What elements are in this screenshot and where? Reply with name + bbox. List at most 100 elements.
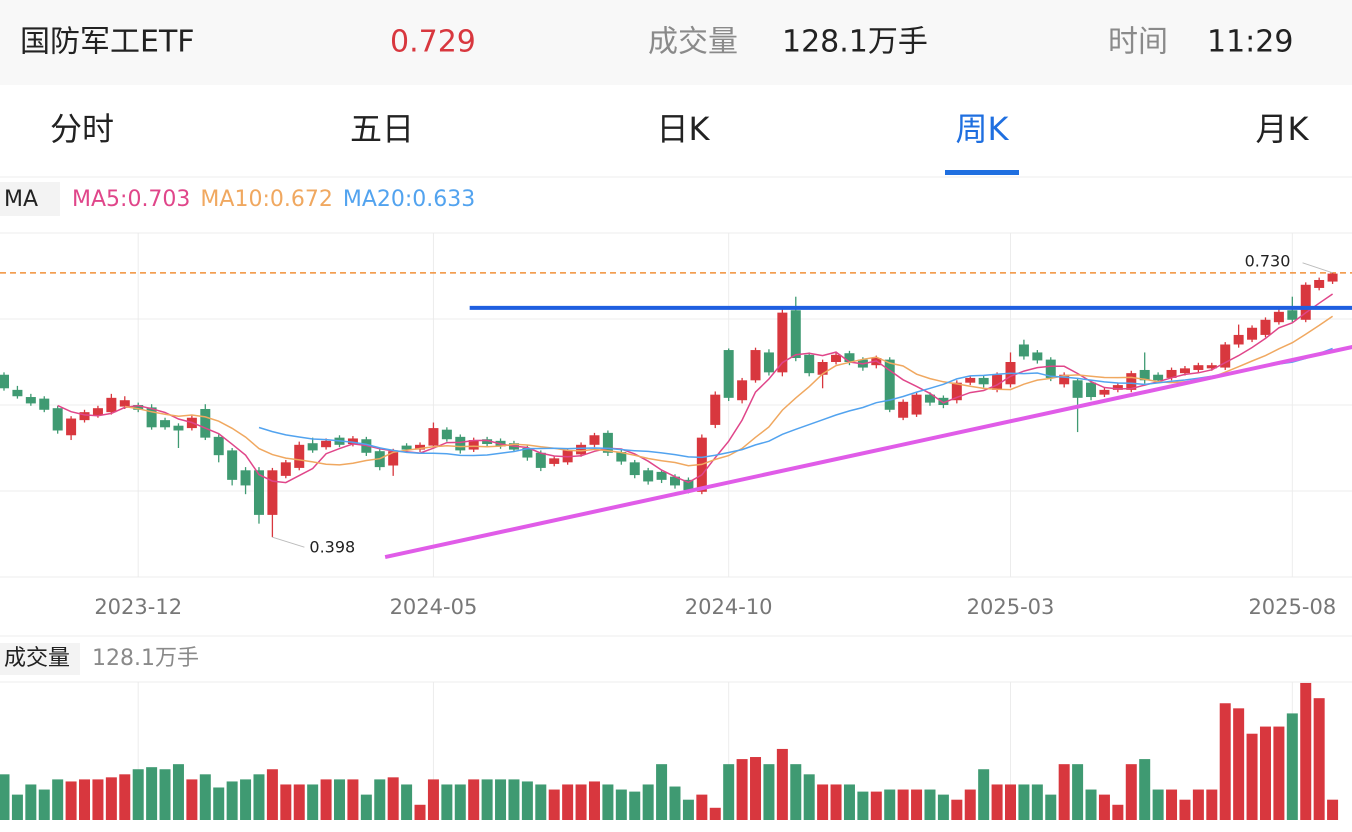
ma-legend-item: MA20:0.633 xyxy=(343,187,475,212)
candle-body xyxy=(482,439,493,445)
volume-bar xyxy=(1273,726,1285,820)
candle-body xyxy=(978,377,989,385)
volume-bar xyxy=(11,794,23,820)
time-value: 11:29 xyxy=(1207,25,1293,60)
volume-bar xyxy=(924,789,936,820)
candle-body xyxy=(763,352,774,373)
x-tick-label: 2024-10 xyxy=(685,595,773,619)
candle-body xyxy=(146,407,157,428)
candle-body xyxy=(428,428,439,446)
ma-legend: MA5:0.703 MA10:0.672 MA20:0.633 xyxy=(72,187,475,212)
volume-bar xyxy=(1300,682,1312,820)
volume-legend-value: 128.1万手 xyxy=(92,646,199,671)
candle-body xyxy=(1220,344,1231,368)
header-bg xyxy=(0,0,1352,85)
volume-value: 128.1万手 xyxy=(782,25,928,60)
trendline xyxy=(384,344,1352,560)
candle-body xyxy=(710,394,721,425)
candle-body xyxy=(267,470,278,515)
candle-body xyxy=(938,397,949,405)
volume-bar xyxy=(401,784,413,820)
candle-body xyxy=(39,398,50,410)
volume-bar xyxy=(1327,799,1339,820)
candle-body xyxy=(401,445,412,450)
candle-body xyxy=(992,374,1003,390)
candle-body xyxy=(911,394,922,415)
volume-bar xyxy=(911,789,923,820)
price: 0.729 xyxy=(390,25,476,60)
candle-body xyxy=(1099,389,1110,395)
max-leader xyxy=(1302,262,1333,274)
volume-bar xyxy=(1031,784,1043,820)
tab[interactable]: 周K xyxy=(956,110,1010,148)
candle-body xyxy=(240,470,251,486)
candle-body xyxy=(777,312,788,373)
volume-bar xyxy=(1005,784,1016,820)
volume-bar xyxy=(199,774,211,820)
ma-line xyxy=(124,315,1334,467)
volume-bar xyxy=(964,789,976,820)
volume-bar xyxy=(307,784,319,820)
candle-body xyxy=(200,408,211,438)
plot: 2023-12 2024-05 2024-10 2025-03 2025-08 0.730… xyxy=(0,233,1352,820)
volume-label: 成交量 xyxy=(648,25,738,60)
candle-body xyxy=(1086,382,1097,398)
volume-bar xyxy=(884,789,896,820)
tab[interactable]: 分时 xyxy=(50,110,114,148)
volume-bar xyxy=(360,794,372,820)
candle-body xyxy=(1126,373,1137,390)
volume-bar xyxy=(1045,794,1057,820)
volume-bar xyxy=(92,779,104,820)
volume-bar xyxy=(441,784,453,820)
volume-bar xyxy=(427,779,439,820)
candle-body xyxy=(535,452,546,468)
volume-bar xyxy=(454,784,466,820)
volume-bar xyxy=(575,784,587,820)
candle-body xyxy=(415,444,426,450)
volume-bar xyxy=(991,784,1003,820)
volume-bar xyxy=(468,779,480,820)
ma-legend-item: MA10:0.672 xyxy=(200,187,332,212)
candle-body xyxy=(1059,374,1070,385)
candle-body xyxy=(388,451,399,466)
volume-bar xyxy=(763,764,775,820)
candle-body xyxy=(737,380,748,401)
candle-body xyxy=(522,448,533,458)
candle-body xyxy=(817,362,828,375)
candle-body xyxy=(1112,385,1123,390)
tabs: 分时 五日 日K 周K 月K xyxy=(50,110,1310,175)
candle-body xyxy=(844,353,855,362)
volume-bar xyxy=(1313,698,1325,820)
candle-body xyxy=(441,429,452,440)
volume-bar xyxy=(978,769,990,820)
volume-bar xyxy=(629,791,641,820)
candle-body xyxy=(227,450,238,480)
tab[interactable]: 日K xyxy=(657,110,711,148)
candle-body xyxy=(1260,319,1271,335)
volume-bar xyxy=(588,781,600,820)
candle-body xyxy=(629,462,640,476)
candle-body xyxy=(790,310,801,359)
volume-bar xyxy=(334,779,345,820)
volume-bar xyxy=(870,791,882,820)
volume-bar xyxy=(347,779,359,820)
volume-bar xyxy=(1058,764,1070,820)
volume-bar xyxy=(1286,713,1298,820)
candle-body xyxy=(66,418,77,436)
volume-bar xyxy=(495,779,507,820)
candle-body xyxy=(0,374,9,389)
candle-body xyxy=(294,444,305,468)
candle-body xyxy=(106,397,117,413)
candle-body xyxy=(1139,369,1150,381)
tab[interactable]: 月K xyxy=(1256,110,1310,148)
volume-bar xyxy=(240,779,252,820)
candle-body xyxy=(804,354,815,374)
volume-bar xyxy=(669,786,681,820)
tab[interactable]: 五日 xyxy=(350,110,414,148)
volume-bar xyxy=(1018,784,1030,820)
volume-bar xyxy=(159,769,171,820)
volume-bar xyxy=(387,777,399,820)
candle-body xyxy=(643,470,654,482)
candle-body xyxy=(1153,374,1164,381)
